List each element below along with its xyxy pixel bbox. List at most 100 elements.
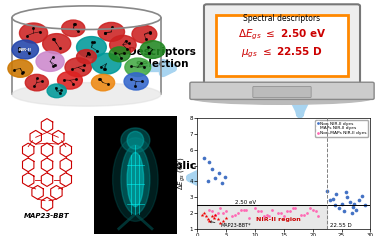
Point	[281, 214, 287, 218]
Point	[275, 211, 281, 215]
Circle shape	[58, 72, 82, 89]
Point	[307, 206, 313, 210]
FancyBboxPatch shape	[253, 87, 311, 97]
Circle shape	[25, 74, 49, 91]
Point	[330, 197, 336, 201]
Point	[220, 211, 226, 215]
Point	[347, 200, 353, 204]
Point	[351, 202, 357, 206]
Point	[235, 211, 241, 215]
Point	[229, 214, 235, 218]
Point	[356, 198, 362, 202]
Point	[201, 211, 207, 215]
Point	[206, 219, 212, 223]
Point	[304, 211, 310, 215]
Circle shape	[125, 58, 151, 76]
Circle shape	[42, 34, 71, 54]
Point	[223, 210, 229, 213]
FancyBboxPatch shape	[94, 116, 177, 234]
Point	[350, 205, 356, 209]
FancyBboxPatch shape	[190, 82, 374, 99]
Ellipse shape	[121, 145, 150, 214]
Point	[287, 210, 293, 213]
Point	[217, 221, 223, 224]
Legend: Non NIR-II dyes, MAPs NIR-II dyes, Non-MAPs NIR-II dyes: Non NIR-II dyes, MAPs NIR-II dyes, Non-M…	[315, 120, 368, 137]
Point	[246, 216, 252, 220]
Circle shape	[20, 23, 48, 43]
Point	[336, 206, 342, 210]
Point	[243, 208, 249, 212]
Ellipse shape	[121, 128, 150, 152]
Circle shape	[62, 20, 85, 37]
Point	[222, 175, 228, 178]
Point	[212, 176, 218, 180]
Circle shape	[47, 84, 66, 98]
Point	[332, 203, 338, 207]
Point	[201, 156, 207, 160]
Point	[324, 189, 330, 193]
Text: Descriptors
selection: Descriptors selection	[128, 47, 196, 69]
Circle shape	[98, 22, 124, 41]
Text: Spectral descriptors: Spectral descriptors	[243, 14, 321, 23]
Point	[341, 210, 347, 213]
Ellipse shape	[113, 138, 158, 221]
Point	[209, 210, 215, 213]
Point	[312, 210, 318, 213]
Point	[241, 208, 247, 212]
Y-axis label: $\Delta E_{gs}$ (eV): $\Delta E_{gs}$ (eV)	[177, 157, 188, 190]
Point	[261, 214, 267, 218]
Text: 22.55 D: 22.55 D	[330, 223, 352, 228]
Ellipse shape	[192, 92, 372, 104]
Circle shape	[65, 58, 91, 77]
FancyBboxPatch shape	[216, 15, 348, 76]
Circle shape	[132, 25, 157, 43]
Point	[209, 214, 215, 218]
Point	[212, 213, 218, 217]
Circle shape	[109, 47, 130, 62]
Circle shape	[77, 50, 96, 64]
Text: $\Delta E_{gs}$ $\leq$ 2.50 eV: $\Delta E_{gs}$ $\leq$ 2.50 eV	[238, 27, 326, 42]
Point	[344, 195, 350, 199]
Text: Application: Application	[159, 161, 229, 171]
FancyBboxPatch shape	[204, 4, 360, 88]
Point	[301, 213, 307, 217]
Point	[205, 218, 211, 221]
Text: MAP23-BBT: MAP23-BBT	[24, 213, 70, 219]
Point	[269, 208, 275, 212]
Point	[264, 213, 270, 217]
Circle shape	[77, 37, 106, 58]
Point	[293, 206, 299, 210]
Point	[220, 219, 226, 223]
Point	[205, 180, 211, 183]
Circle shape	[8, 60, 33, 77]
Circle shape	[91, 74, 115, 91]
FancyArrowPatch shape	[190, 174, 207, 182]
Circle shape	[124, 73, 148, 90]
Ellipse shape	[127, 152, 144, 206]
Text: $\mu_{gs}$ $\leq$ 22.55 D: $\mu_{gs}$ $\leq$ 22.55 D	[241, 46, 323, 60]
FancyArrowPatch shape	[296, 103, 305, 114]
Point	[343, 191, 349, 194]
Text: MAP23-BBT*: MAP23-BBT*	[209, 221, 251, 228]
Point	[338, 202, 344, 206]
Point	[216, 172, 222, 175]
Point	[211, 216, 217, 220]
Text: 2.50 eV: 2.50 eV	[235, 200, 256, 205]
Point	[333, 192, 339, 196]
Point	[206, 160, 212, 164]
Text: NIR-II: NIR-II	[19, 48, 32, 51]
Point	[327, 198, 333, 202]
Point	[232, 213, 238, 217]
Point	[199, 213, 205, 217]
Point	[215, 218, 221, 221]
Point	[284, 210, 290, 213]
Point	[362, 203, 368, 207]
Point	[223, 216, 229, 220]
Point	[203, 214, 209, 218]
Point	[353, 208, 359, 212]
Circle shape	[110, 35, 136, 54]
Point	[315, 214, 321, 218]
Circle shape	[92, 53, 121, 74]
Point	[218, 181, 224, 185]
Circle shape	[36, 51, 64, 72]
